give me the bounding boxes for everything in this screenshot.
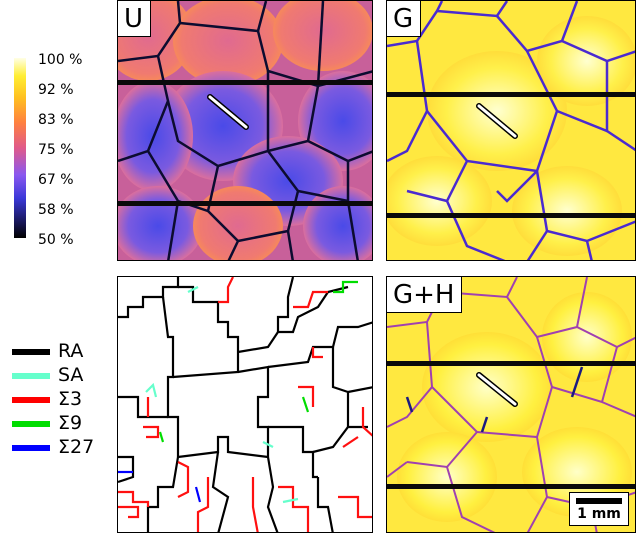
- legend-label-sigma27: Σ27: [58, 436, 95, 458]
- panel-boundary-map-drawing: [118, 277, 372, 532]
- panel-u-map: [118, 1, 372, 260]
- boundaries-sigma3: [118, 277, 372, 532]
- panel-gh-map: [387, 277, 635, 532]
- panel-u-grain-boundaries: [118, 1, 372, 260]
- legend-label-sigma3: Σ3: [58, 388, 83, 410]
- panel-gh-track-upper: [387, 361, 635, 366]
- colorbar: [14, 58, 26, 238]
- colorbar-tick-67: 67 %: [38, 172, 74, 188]
- colorbar-tick-58: 58 %: [38, 202, 74, 218]
- panel-g: G: [386, 0, 636, 261]
- panel-g-grain-boundaries: [387, 1, 635, 260]
- colorbar-tick-50: 50 %: [38, 232, 74, 248]
- legend-swatch-sa: [12, 373, 50, 379]
- panel-gh-hydrides: [405, 366, 584, 433]
- scale-bar-label: 1 mm: [577, 506, 621, 522]
- panel-g-label: G: [387, 1, 422, 37]
- panel-g-track-upper: [387, 92, 635, 97]
- panel-gh-marker: [477, 373, 517, 406]
- legend-label-ra: RA: [58, 340, 84, 362]
- legend-swatch-sigma27: [12, 445, 50, 451]
- panel-g-map: [387, 1, 635, 260]
- panel-gh-track-lower: [387, 484, 635, 489]
- scale-bar: 1 mm: [569, 492, 629, 526]
- colorbar-tick-100: 100 %: [38, 52, 83, 68]
- colorbar-tick-83: 83 %: [38, 112, 74, 128]
- colorbar-tick-92: 92 %: [38, 82, 74, 98]
- boundaries-sigma9: [158, 280, 358, 443]
- legend-label-sigma9: Σ9: [58, 412, 83, 434]
- legend-swatch-ra: [12, 349, 50, 355]
- panel-u-label: U: [118, 1, 152, 37]
- legend-label-sa: SA: [58, 364, 84, 386]
- panel-u-marker: [208, 95, 248, 129]
- panel-u: U: [117, 0, 373, 261]
- boundary-network: [118, 277, 372, 532]
- legend-swatch-sigma3: [12, 397, 50, 403]
- boundaries-sigma27: [118, 470, 202, 503]
- boundaries-sa: [145, 286, 299, 504]
- panel-g-track-lower: [387, 213, 635, 218]
- panel-g-marker: [477, 104, 517, 138]
- boundaries-ra: [118, 277, 372, 532]
- panel-gh-label: G+H: [387, 277, 463, 313]
- panel-u-track-upper: [118, 80, 372, 85]
- colorbar-tick-75: 75 %: [38, 142, 74, 158]
- panel-boundary-map: [117, 276, 373, 533]
- scale-bar-line: [576, 498, 622, 504]
- panel-g-plus-h: G+H: [386, 276, 636, 533]
- panel-u-track-lower: [118, 201, 372, 206]
- legend-swatch-sigma9: [12, 421, 50, 427]
